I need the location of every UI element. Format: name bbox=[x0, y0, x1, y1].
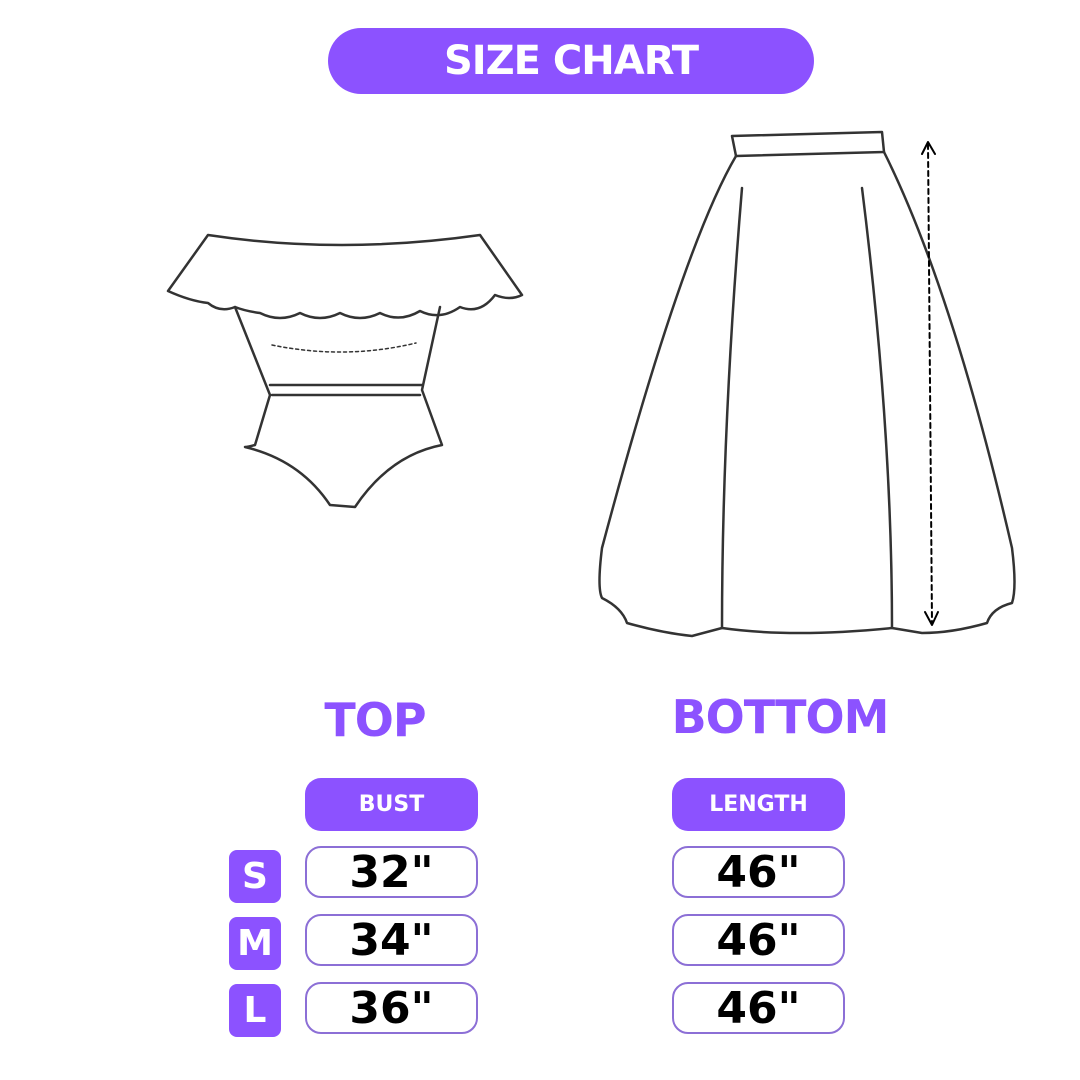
size-label-s: S bbox=[229, 850, 281, 903]
bust-value-s: 32" bbox=[305, 846, 478, 898]
length-value-l: 46" bbox=[672, 982, 845, 1034]
top-heading: TOP bbox=[324, 693, 426, 747]
page-title: SIZE CHART bbox=[328, 28, 814, 94]
length-column-header: LENGTH bbox=[672, 778, 845, 831]
bust-value-m: 34" bbox=[305, 914, 478, 966]
length-value-s: 46" bbox=[672, 846, 845, 898]
bust-value-l: 36" bbox=[305, 982, 478, 1034]
bottom-heading: BOTTOM bbox=[671, 690, 890, 744]
bodysuit-illustration bbox=[166, 233, 524, 509]
size-label-l: L bbox=[229, 984, 281, 1037]
skirt-illustration bbox=[598, 130, 1016, 638]
size-label-m: M bbox=[229, 917, 281, 970]
length-value-m: 46" bbox=[672, 914, 845, 966]
bust-column-header: BUST bbox=[305, 778, 478, 831]
